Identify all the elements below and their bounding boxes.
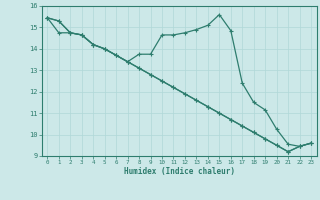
X-axis label: Humidex (Indice chaleur): Humidex (Indice chaleur): [124, 167, 235, 176]
